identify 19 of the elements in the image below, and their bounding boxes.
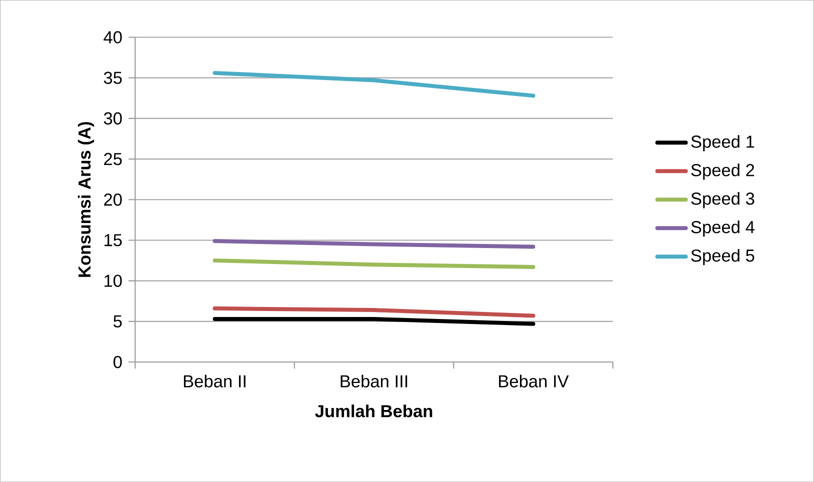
y-tick-label: 25 bbox=[104, 152, 122, 166]
legend-label: Speed 2 bbox=[691, 163, 754, 180]
x-tick-label: Beban III bbox=[340, 374, 408, 388]
y-tick-label: 20 bbox=[104, 193, 122, 206]
y-tick-label: 10 bbox=[104, 274, 122, 287]
legend-label: Speed 5 bbox=[691, 248, 754, 266]
x-axis-title: Jumlah Beban bbox=[315, 404, 432, 418]
y-axis-title: Konsumsi Arus (A) bbox=[78, 122, 94, 277]
y-tick-label: 35 bbox=[104, 72, 122, 84]
legend-label: Speed 1 bbox=[691, 135, 754, 152]
y-tick-label: 5 bbox=[114, 315, 122, 328]
y-tick-label: 15 bbox=[104, 234, 122, 246]
y-tick-label: 30 bbox=[104, 112, 122, 124]
x-tick-label: Beban II bbox=[184, 374, 246, 388]
legend-label: Speed 3 bbox=[691, 192, 754, 208]
y-tick-label: 0 bbox=[114, 356, 122, 368]
legend-label: Speed 4 bbox=[691, 220, 754, 237]
x-tick-label: Beban IV bbox=[499, 374, 569, 388]
y-tick-label: 40 bbox=[104, 31, 122, 44]
